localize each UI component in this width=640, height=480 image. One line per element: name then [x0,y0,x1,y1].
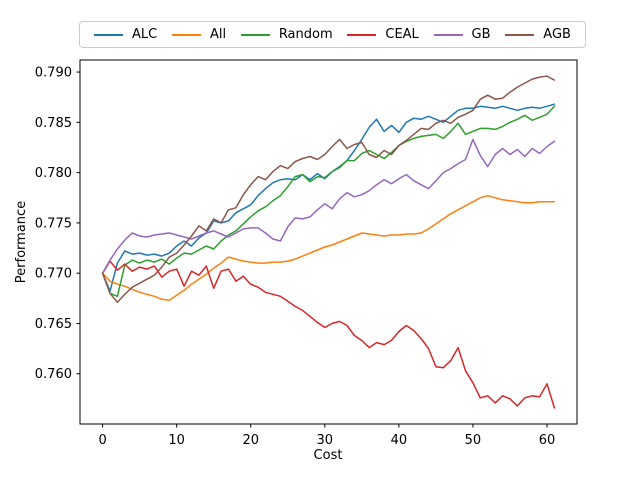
legend-line-swatch-gb [433,33,463,36]
legend-item-all: All [171,27,227,42]
legend-label: CEAL [385,27,419,42]
y-tick-label: 0.765 [35,317,72,332]
legend-item-gb: GB [433,27,491,42]
x-tick-label: 60 [539,433,556,448]
y-tick-label: 0.775 [35,216,72,231]
legend-item-agb: AGB [505,28,571,41]
y-tick-label: 0.770 [35,267,72,282]
legend-item-alc: ALC [94,28,157,41]
series-lines [101,75,556,409]
legend-label: ALC [132,27,158,42]
x-tick-label: 20 [242,433,259,448]
series-line-gb [101,138,556,274]
y-tick-label: 0.790 [35,66,72,81]
legend: ALC All Random CEAL GB AGB [79,21,586,48]
y-tick-label: 0.760 [35,367,72,382]
legend-line-swatch-agb [505,33,535,36]
legend-label: GB [471,27,491,42]
legend-line-swatch-ceal [347,33,377,36]
legend-label: All [209,27,227,42]
series-line-all [101,194,556,302]
legend-line-swatch-alc [94,33,123,36]
y-axis-label: Performance [14,201,29,283]
legend-label: AGB [543,27,571,42]
legend-label: Random [278,27,333,42]
series-line-agb [101,75,556,304]
plot-area-border [79,59,578,425]
series-line-random [101,105,556,298]
legend-line-swatch-random [240,33,270,36]
legend-item-ceal: CEAL [347,27,419,42]
x-tick-label: 0 [98,433,106,448]
x-tick-label: 30 [317,433,334,448]
y-tick-label: 0.780 [35,166,72,181]
series-line-ceal [101,260,556,409]
legend-item-random: Random [240,27,333,42]
y-tick-label: 0.785 [35,116,72,131]
x-tick-label: 40 [391,433,408,448]
axis-ticks: 0 10 20 30 40 50 60 0.760 0.765 0.770 0.775 0.780 0.… [35,66,555,448]
plot-frame [79,59,578,425]
x-tick-label: 10 [168,433,185,448]
legend-line-swatch-all [171,33,201,36]
x-tick-label: 50 [465,433,482,448]
x-axis-label: Cost [314,448,343,463]
